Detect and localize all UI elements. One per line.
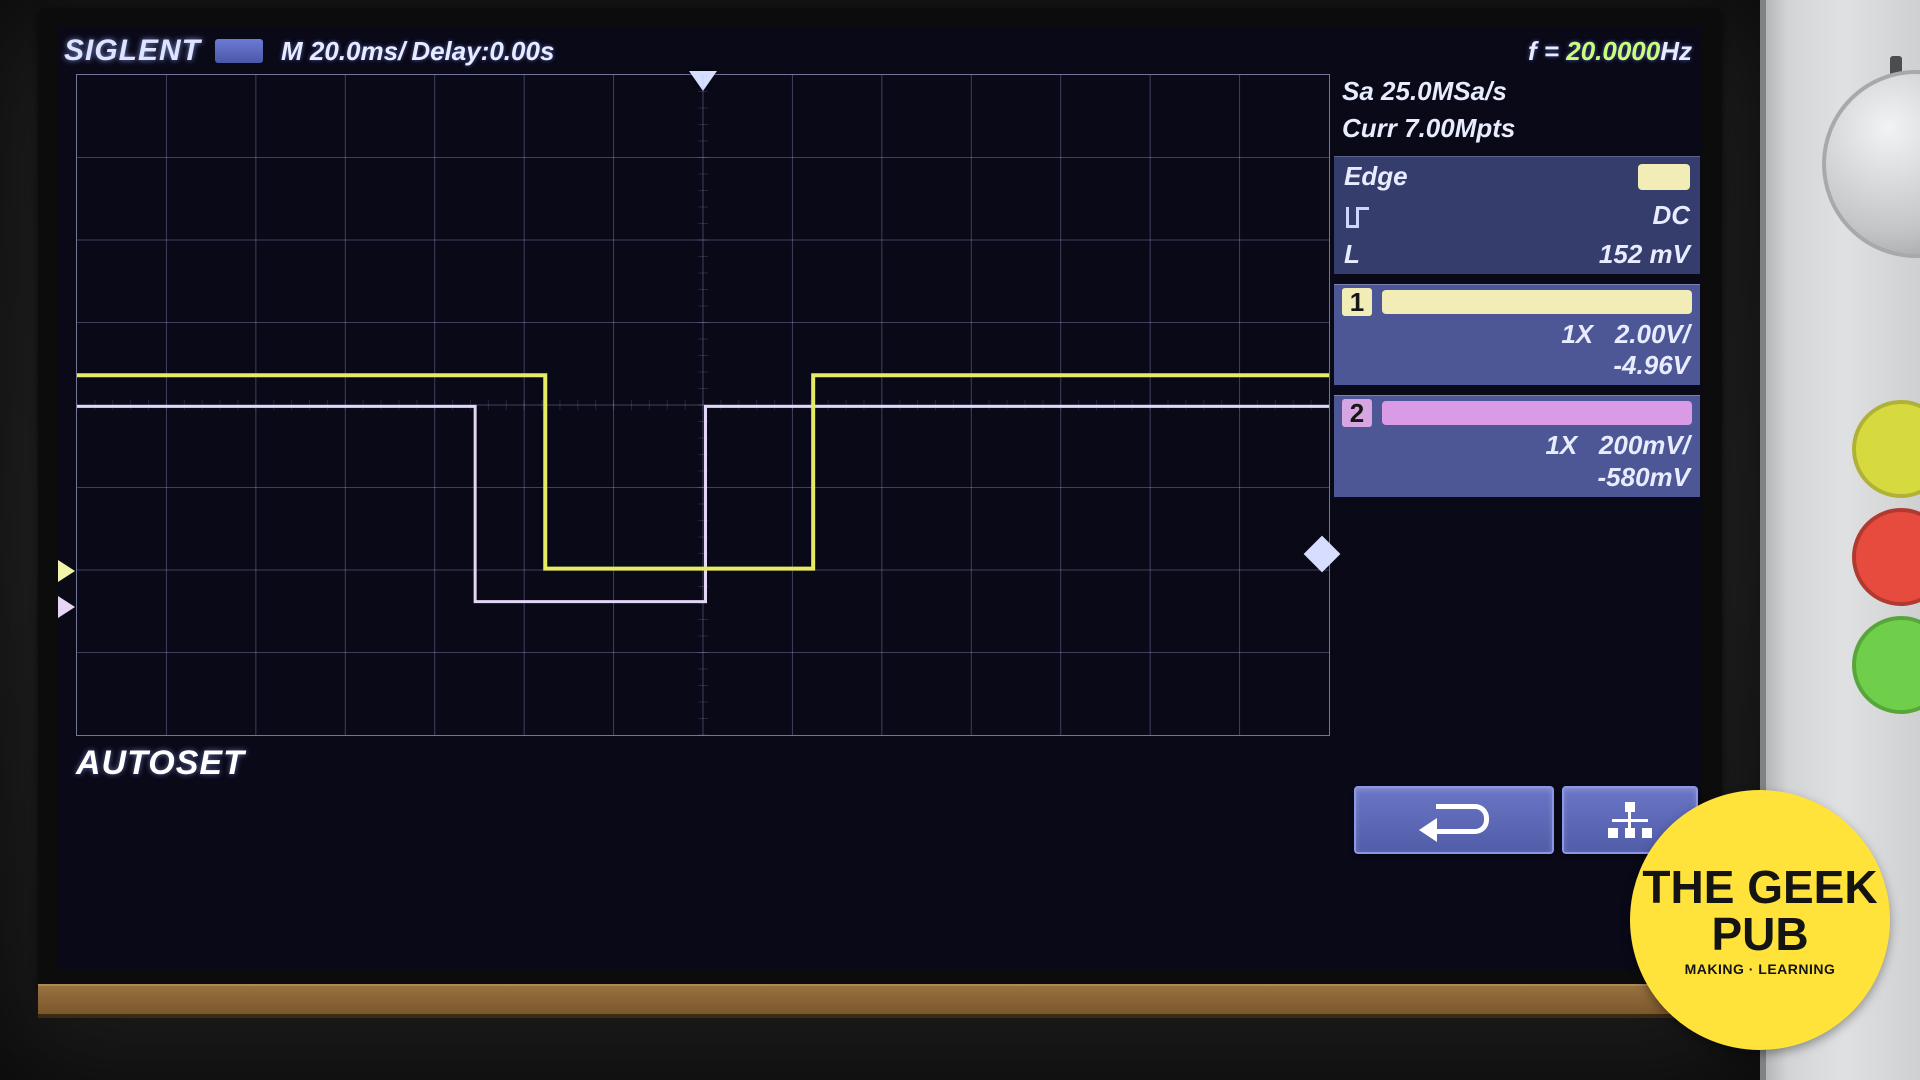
delay-label: Delay:0.00s (411, 36, 554, 67)
watermark-badge: THE GEEK PUB MAKING · LEARNING (1630, 790, 1890, 1050)
stop-button[interactable] (1852, 508, 1920, 606)
return-icon (1419, 804, 1489, 836)
ch1-offset: -4.96V (1613, 350, 1690, 380)
trigger-level-label: L (1344, 239, 1360, 270)
frequency-readout: f = 20.0000Hz (1528, 36, 1692, 67)
trigger-mode: Edge (1344, 161, 1408, 192)
tree-icon (1608, 802, 1652, 838)
trigger-panel: Edge DC L 152 mV (1334, 156, 1700, 274)
rotary-knob[interactable] (1822, 70, 1920, 258)
run-button[interactable] (1852, 400, 1920, 498)
softkey-bar (1354, 786, 1698, 854)
waveform-grid (76, 74, 1330, 736)
brand-badge (215, 39, 263, 63)
single-button[interactable] (1852, 616, 1920, 714)
oscilloscope-screen: SIGLENT M 20.0ms/ Delay:0.00s f = 20.000… (58, 28, 1702, 970)
waveform-traces (77, 75, 1329, 735)
ch1-badge: 1 (1342, 288, 1372, 316)
watermark-line2: MAKING · LEARNING (1685, 962, 1836, 976)
monitor-bezel: SIGLENT M 20.0ms/ Delay:0.00s f = 20.000… (0, 0, 1760, 1080)
ch2-panel: 2 1X 200mV/ -580mV (1334, 395, 1700, 496)
ch1-probe: 1X (1561, 319, 1593, 349)
ch2-probe: 1X (1545, 430, 1577, 460)
trigger-coupling: DC (1652, 200, 1690, 231)
timebase-label: M 20.0ms/ (281, 36, 405, 67)
brand-logo: SIGLENT (64, 34, 201, 68)
ch2-scale: 200mV/ (1599, 430, 1690, 460)
return-button[interactable] (1354, 786, 1554, 854)
rising-edge-icon (1344, 203, 1372, 229)
ch1-scale: 2.00V/ (1615, 319, 1690, 349)
top-status-bar: SIGLENT M 20.0ms/ Delay:0.00s f = 20.000… (62, 34, 1698, 68)
ch2-offset: -580mV (1598, 462, 1691, 492)
side-panel: Sa 25.0MSa/s Curr 7.00Mpts Edge DC L 152… (1334, 74, 1700, 497)
screen-frame: SIGLENT M 20.0ms/ Delay:0.00s f = 20.000… (38, 8, 1722, 990)
watermark-line1: THE GEEK PUB (1630, 864, 1890, 958)
desk-edge (38, 984, 1722, 1018)
ch1-panel: 1 1X 2.00V/ -4.96V (1334, 284, 1700, 385)
menu-title: AUTOSET (76, 744, 245, 783)
ch2-color-chip (1382, 401, 1692, 425)
ch2-zero-marker (58, 594, 75, 620)
sample-rate: Sa 25.0MSa/s (1334, 74, 1700, 111)
trigger-source-chip (1638, 164, 1690, 190)
ch2-badge: 2 (1342, 399, 1372, 427)
trigger-level-value: 152 mV (1599, 239, 1690, 270)
ch1-color-chip (1382, 290, 1692, 314)
memory-depth: Curr 7.00Mpts (1334, 111, 1700, 148)
ch1-zero-marker (58, 558, 75, 584)
